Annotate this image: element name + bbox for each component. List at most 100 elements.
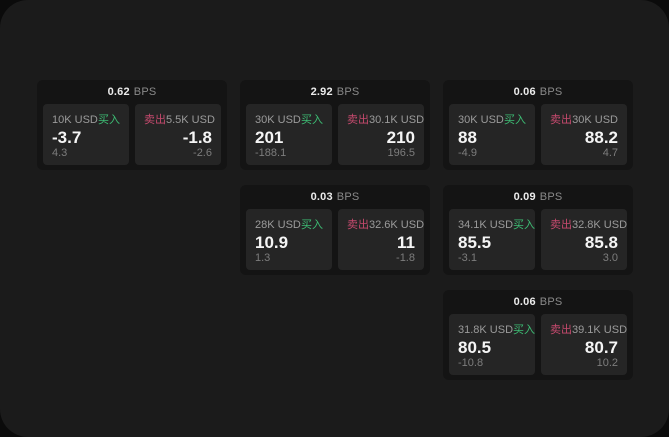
quote-panels: 28K USD 买入 10.9 1.3 卖出 32.6K USD 11 -1.8	[246, 209, 424, 270]
spread-header: 0.62 BPS	[43, 80, 221, 104]
sell-amount: 5.5K USD	[166, 114, 215, 126]
buy-tile-header: 34.1K USD 买入	[458, 216, 535, 232]
buy-amount: 31.8K USD	[458, 324, 514, 336]
sell-amount: 32.6K USD	[369, 219, 425, 231]
quote-panels: 10K USD 买入 -3.7 4.3 卖出 5.5K USD -1.8 -2.…	[43, 104, 221, 165]
spread-value: 0.03	[310, 191, 333, 203]
spread-header: 0.03 BPS	[246, 185, 424, 209]
sell-change: 3.0	[602, 252, 618, 264]
spread-unit-label: BPS	[336, 86, 360, 98]
sell-change: -2.6	[193, 147, 212, 159]
sell-quote-tile[interactable]: 卖出 30K USD 88.2 4.7	[541, 104, 627, 165]
quote-card: 0.03 BPS 28K USD 买入 10.9 1.3 卖出 32.6K USD…	[240, 185, 430, 275]
buy-side-label: 买入	[301, 219, 323, 231]
buy-price: 201	[255, 128, 284, 147]
buy-side-label: 买入	[504, 114, 526, 126]
quote-cards-grid: 0.62 BPS 10K USD 买入 -3.7 4.3 卖出 5.5K USD …	[37, 80, 633, 380]
spread-header: 0.06 BPS	[449, 290, 627, 314]
buy-price: 88	[458, 128, 477, 147]
sell-side-label: 卖出	[144, 114, 166, 126]
buy-quote-tile[interactable]: 10K USD 买入 -3.7 4.3	[43, 104, 129, 165]
buy-price: 10.9	[255, 233, 289, 252]
sell-quote-tile[interactable]: 卖出 32.6K USD 11 -1.8	[338, 209, 424, 270]
buy-amount: 10K USD	[52, 114, 98, 126]
spread-value: 0.06	[513, 86, 536, 98]
spread-unit-label: BPS	[539, 86, 563, 98]
quote-panels: 30K USD 买入 201 -188.1 卖出 30.1K USD 210 1…	[246, 104, 424, 165]
buy-amount: 30K USD	[255, 114, 301, 126]
buy-side-label: 买入	[301, 114, 323, 126]
sell-price: 11	[397, 233, 415, 252]
buy-change: 1.3	[255, 252, 271, 264]
sell-side-label: 卖出	[550, 324, 572, 336]
sell-side-label: 卖出	[347, 219, 369, 231]
buy-tile-header: 10K USD 买入	[52, 111, 120, 127]
sell-tile-header: 卖出 30K USD	[550, 111, 618, 127]
quote-panels: 31.8K USD 买入 80.5 -10.8 卖出 39.1K USD 80.…	[449, 314, 627, 375]
sell-tile-header: 卖出 39.1K USD	[550, 321, 627, 337]
sell-side-label: 卖出	[347, 114, 369, 126]
spread-unit-label: BPS	[539, 191, 563, 203]
buy-change: -4.9	[458, 147, 477, 159]
buy-amount: 34.1K USD	[458, 219, 514, 231]
buy-quote-tile[interactable]: 34.1K USD 买入 85.5 -3.1	[449, 209, 535, 270]
sell-price: -1.8	[182, 128, 212, 147]
spread-unit-label: BPS	[133, 86, 157, 98]
spread-value: 0.06	[513, 296, 536, 308]
sell-tile-header: 卖出 32.6K USD	[347, 216, 424, 232]
spread-value: 2.92	[310, 86, 333, 98]
buy-amount: 30K USD	[458, 114, 504, 126]
buy-price: -3.7	[52, 128, 82, 147]
buy-change: -10.8	[458, 357, 484, 369]
buy-tile-header: 30K USD 买入	[255, 111, 323, 127]
sell-quote-tile[interactable]: 卖出 30.1K USD 210 196.5	[338, 104, 424, 165]
spread-unit-label: BPS	[539, 296, 563, 308]
quote-card: 0.06 BPS 31.8K USD 买入 80.5 -10.8 卖出 39.1K…	[443, 290, 633, 380]
buy-quote-tile[interactable]: 28K USD 买入 10.9 1.3	[246, 209, 332, 270]
quote-panels: 30K USD 买入 88 -4.9 卖出 30K USD 88.2 4.7	[449, 104, 627, 165]
sell-side-label: 卖出	[550, 219, 572, 231]
sell-change: -1.8	[396, 252, 415, 264]
sell-price: 85.8	[584, 233, 618, 252]
sell-quote-tile[interactable]: 卖出 5.5K USD -1.8 -2.6	[135, 104, 221, 165]
buy-price: 80.5	[458, 338, 492, 357]
sell-price: 88.2	[584, 128, 618, 147]
buy-quote-tile[interactable]: 30K USD 买入 88 -4.9	[449, 104, 535, 165]
buy-side-label: 买入	[98, 114, 120, 126]
quote-card: 0.06 BPS 30K USD 买入 88 -4.9 卖出 30K USD 88…	[443, 80, 633, 170]
buy-tile-header: 28K USD 买入	[255, 216, 323, 232]
sell-quote-tile[interactable]: 卖出 32.8K USD 85.8 3.0	[541, 209, 627, 270]
spread-header: 2.92 BPS	[246, 80, 424, 104]
quote-card: 0.09 BPS 34.1K USD 买入 85.5 -3.1 卖出 32.8K …	[443, 185, 633, 275]
sell-change: 10.2	[596, 357, 618, 369]
quote-panels: 34.1K USD 买入 85.5 -3.1 卖出 32.8K USD 85.8…	[449, 209, 627, 270]
sell-amount: 39.1K USD	[572, 324, 628, 336]
spread-header: 0.06 BPS	[449, 80, 627, 104]
sell-amount: 32.8K USD	[572, 219, 628, 231]
sell-tile-header: 卖出 30.1K USD	[347, 111, 424, 127]
spread-header: 0.09 BPS	[449, 185, 627, 209]
spread-value: 0.09	[513, 191, 536, 203]
sell-price: 80.7	[584, 338, 618, 357]
sell-quote-tile[interactable]: 卖出 39.1K USD 80.7 10.2	[541, 314, 627, 375]
buy-side-label: 买入	[513, 219, 536, 231]
quote-card: 0.62 BPS 10K USD 买入 -3.7 4.3 卖出 5.5K USD …	[37, 80, 227, 170]
sell-side-label: 卖出	[550, 114, 572, 126]
sell-price: 210	[386, 128, 415, 147]
sell-amount: 30.1K USD	[369, 114, 425, 126]
spread-value: 0.62	[107, 86, 130, 98]
buy-amount: 28K USD	[255, 219, 301, 231]
sell-tile-header: 卖出 32.8K USD	[550, 216, 627, 232]
buy-quote-tile[interactable]: 31.8K USD 买入 80.5 -10.8	[449, 314, 535, 375]
quote-card: 2.92 BPS 30K USD 买入 201 -188.1 卖出 30.1K U…	[240, 80, 430, 170]
sell-change: 4.7	[602, 147, 618, 159]
buy-change: -3.1	[458, 252, 477, 264]
spread-unit-label: BPS	[336, 191, 360, 203]
buy-price: 85.5	[458, 233, 492, 252]
buy-change: -188.1	[255, 147, 287, 159]
buy-change: 4.3	[52, 147, 68, 159]
buy-quote-tile[interactable]: 30K USD 买入 201 -188.1	[246, 104, 332, 165]
sell-amount: 30K USD	[572, 114, 618, 126]
sell-tile-header: 卖出 5.5K USD	[144, 111, 215, 127]
